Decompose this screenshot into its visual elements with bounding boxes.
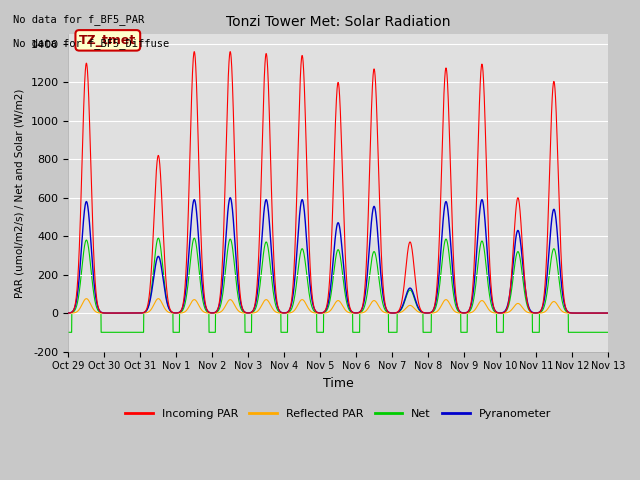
Y-axis label: PAR (umol/m2/s) / Net and Solar (W/m2): PAR (umol/m2/s) / Net and Solar (W/m2) — [15, 88, 25, 298]
Legend: Incoming PAR, Reflected PAR, Net, Pyranometer: Incoming PAR, Reflected PAR, Net, Pyrano… — [121, 405, 556, 423]
Title: Tonzi Tower Met: Solar Radiation: Tonzi Tower Met: Solar Radiation — [226, 15, 451, 29]
Text: TZ_tmet: TZ_tmet — [79, 34, 136, 47]
X-axis label: Time: Time — [323, 377, 353, 390]
Text: No data for f_BF5_Diffuse: No data for f_BF5_Diffuse — [13, 38, 169, 49]
Text: No data for f_BF5_PAR: No data for f_BF5_PAR — [13, 14, 144, 25]
